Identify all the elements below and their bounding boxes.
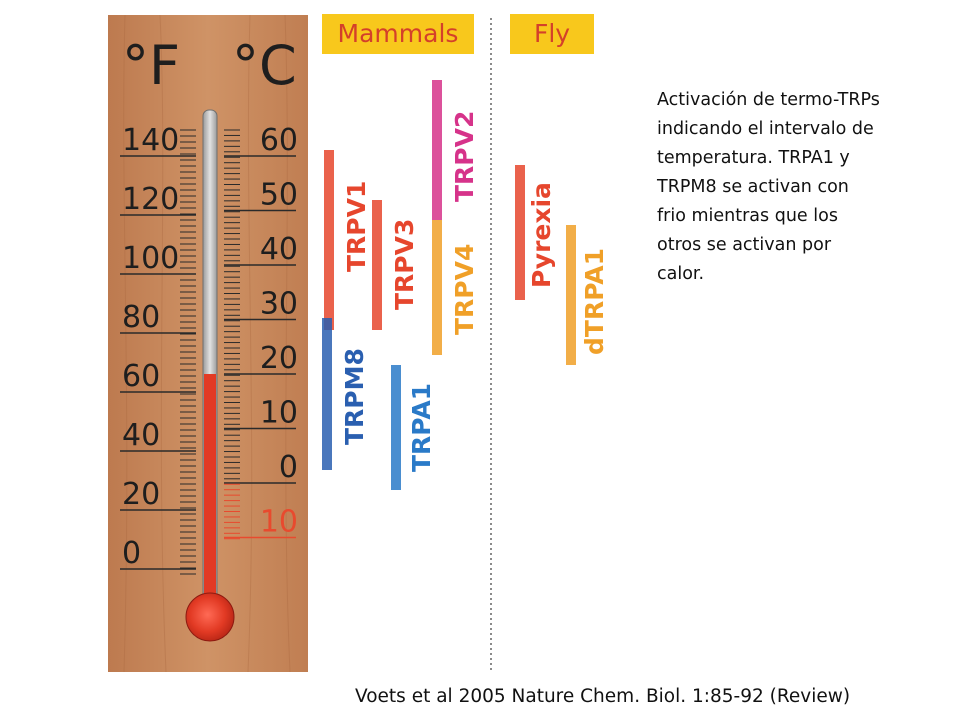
trpv3-range: TRPV3 (372, 200, 419, 330)
celsius-tick-label: 40 (260, 232, 298, 267)
fahrenheit-tick-label: 20 (122, 477, 160, 512)
trpa1-label: TRPA1 (407, 383, 436, 472)
fahrenheit-tick-label: 60 (122, 359, 160, 394)
celsius-tick-label: 20 (260, 341, 298, 376)
mercury-column (204, 374, 216, 610)
fahrenheit-tick-label: 80 (122, 300, 160, 335)
citation: Voets et al 2005 Nature Chem. Biol. 1:85… (355, 686, 851, 707)
dtrpa1-label: dTRPA1 (580, 248, 609, 355)
celsius-tick-label: 30 (260, 287, 298, 322)
fahrenheit-unit: °F (122, 34, 180, 97)
fly-label: Fly (534, 19, 570, 48)
trpv4-label: TRPV4 (450, 244, 479, 335)
trpv4-range: TRPV4 (432, 220, 479, 355)
trpv3-label: TRPV3 (390, 219, 419, 310)
trpm8-label: TRPM8 (340, 348, 369, 445)
fahrenheit-tick-label: 120 (122, 182, 179, 217)
trpv2-range: TRPV2 (432, 80, 479, 220)
trpa1-range: TRPA1 (391, 365, 436, 490)
description-text: Activación de termo-TRPs indicando el in… (657, 90, 880, 284)
channel-ranges: TRPV1 TRPV3 TRPV2 TRPV4 TRPM8 TRPA1 Pyre… (322, 80, 609, 490)
trpv1-range: TRPV1 (324, 150, 371, 330)
pyrexia-label: Pyrexia (527, 182, 556, 288)
celsius-negative-tick-label: 10 (260, 505, 298, 540)
trpm8-range: TRPM8 (322, 318, 369, 470)
fly-label-box (510, 14, 594, 54)
pyrexia-range: Pyrexia (515, 165, 556, 300)
celsius-tick-label: 10 (260, 396, 298, 431)
mammals-label-box (322, 14, 474, 54)
fahrenheit-tick-label: 140 (122, 123, 179, 158)
celsius-scale: 60 50 40 30 20 10 0 10 (260, 123, 298, 540)
fahrenheit-scale: 140 120 100 80 60 40 20 0 (122, 123, 179, 571)
celsius-unit: °C (232, 34, 297, 97)
celsius-tick-label: 60 (260, 123, 298, 158)
fahrenheit-tick-label: 100 (122, 241, 179, 276)
thermometer-bulb (185, 592, 235, 642)
dtrpa1-range: dTRPA1 (566, 225, 609, 365)
scale-ticks (120, 129, 296, 575)
celsius-tick-label: 50 (260, 178, 298, 213)
celsius-tick-label: 0 (279, 450, 298, 485)
wood-grain (123, 14, 291, 673)
trpv1-label: TRPV1 (342, 181, 371, 272)
fahrenheit-tick-label: 40 (122, 418, 160, 453)
mammals-label: Mammals (338, 19, 459, 48)
trpv2-label: TRPV2 (450, 111, 479, 202)
fahrenheit-tick-label: 0 (122, 536, 141, 571)
